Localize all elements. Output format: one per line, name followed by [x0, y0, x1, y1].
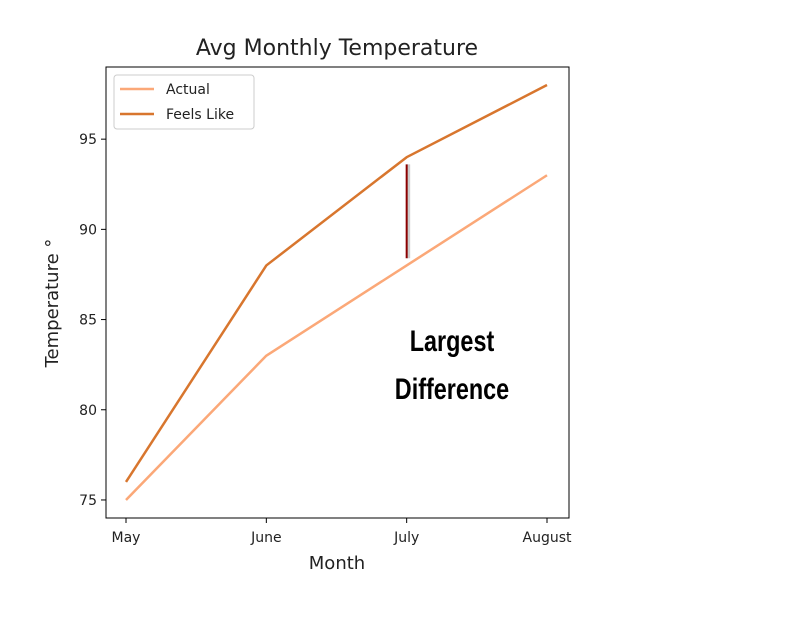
series-line-feels-like: [124, 83, 548, 483]
plot-frame: [105, 66, 570, 519]
y-axis: 75 80 85 90 95: [79, 132, 106, 509]
y-tick-label: 85: [79, 313, 97, 329]
legend-label-feels-like: Feels Like: [166, 107, 234, 123]
series-line-actual: [125, 174, 548, 501]
y-tick-label: 90: [79, 222, 97, 238]
annotation-text-line: Largest: [410, 324, 495, 357]
chart-title: Avg Monthly Temperature: [196, 36, 478, 61]
x-tick-label: June: [250, 530, 282, 546]
y-tick-label: 75: [79, 493, 97, 509]
x-tick-label: May: [112, 530, 141, 546]
y-axis-label: Temperature °: [42, 239, 63, 369]
annotation-text-line: Difference: [395, 372, 509, 405]
legend: Actual Feels Like: [113, 74, 255, 130]
annotation-layer: Largest Difference: [395, 164, 509, 406]
x-tick-label: July: [393, 530, 419, 546]
series-layer: [124, 83, 548, 501]
legend-label-actual: Actual: [166, 82, 210, 98]
x-axis-label: Month: [309, 553, 365, 574]
y-tick-label: 95: [79, 132, 97, 148]
x-tick-label: August: [523, 530, 573, 546]
y-tick-label: 80: [79, 403, 97, 419]
x-axis: May June July August: [112, 518, 572, 546]
